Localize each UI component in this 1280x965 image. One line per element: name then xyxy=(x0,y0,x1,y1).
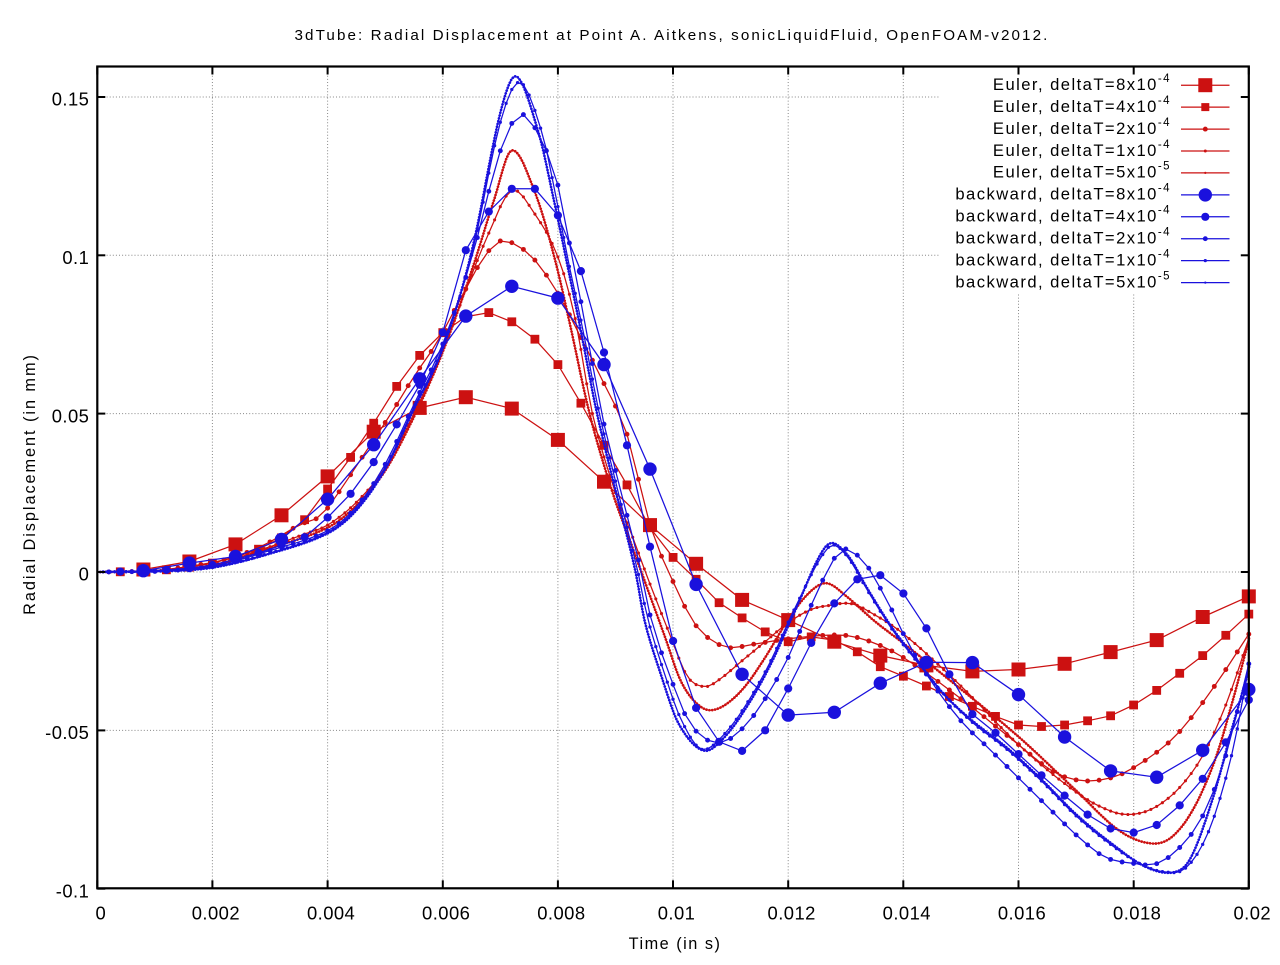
svg-text:Euler, deltaT=8x10-4: Euler, deltaT=8x10-4 xyxy=(993,73,1171,94)
svg-text:Euler, deltaT=5x10-5: Euler, deltaT=5x10-5 xyxy=(993,161,1171,182)
svg-text:backward, deltaT=4x10-4: backward, deltaT=4x10-4 xyxy=(955,205,1171,226)
svg-text:0: 0 xyxy=(95,903,106,924)
svg-text:0.02: 0.02 xyxy=(1234,903,1272,924)
svg-text:-0.05: -0.05 xyxy=(45,722,89,743)
svg-text:Euler, deltaT=4x10-4: Euler, deltaT=4x10-4 xyxy=(993,95,1171,116)
svg-text:0.018: 0.018 xyxy=(1113,903,1161,924)
svg-text:backward, deltaT=8x10-4: backward, deltaT=8x10-4 xyxy=(955,183,1171,204)
svg-text:0.014: 0.014 xyxy=(883,903,931,924)
svg-text:0.05: 0.05 xyxy=(52,405,90,426)
svg-text:backward, deltaT=5x10-5: backward, deltaT=5x10-5 xyxy=(955,270,1171,291)
svg-text:0.002: 0.002 xyxy=(192,903,240,924)
svg-text:0.1: 0.1 xyxy=(62,247,89,268)
svg-text:Time (in s): Time (in s) xyxy=(629,935,722,953)
svg-text:0.15: 0.15 xyxy=(52,89,90,110)
svg-text:Euler, deltaT=1x10-4: Euler, deltaT=1x10-4 xyxy=(993,139,1171,160)
svg-text:-0.1: -0.1 xyxy=(56,880,90,901)
svg-text:Radial Displacement (in mm): Radial Displacement (in mm) xyxy=(21,353,39,615)
svg-text:0: 0 xyxy=(79,564,90,585)
svg-text:0.012: 0.012 xyxy=(768,903,816,924)
svg-text:0.008: 0.008 xyxy=(537,903,585,924)
svg-text:0.006: 0.006 xyxy=(422,903,470,924)
svg-text:0.016: 0.016 xyxy=(998,903,1046,924)
svg-text:backward, deltaT=2x10-4: backward, deltaT=2x10-4 xyxy=(955,227,1171,248)
svg-text:Euler, deltaT=2x10-4: Euler, deltaT=2x10-4 xyxy=(993,117,1171,138)
svg-text:0.01: 0.01 xyxy=(658,903,696,924)
svg-text:backward, deltaT=1x10-4: backward, deltaT=1x10-4 xyxy=(955,248,1171,269)
svg-text:3dTube: Radial Displacement at: 3dTube: Radial Displacement at Point A. … xyxy=(295,27,1050,44)
svg-text:0.004: 0.004 xyxy=(307,903,355,924)
